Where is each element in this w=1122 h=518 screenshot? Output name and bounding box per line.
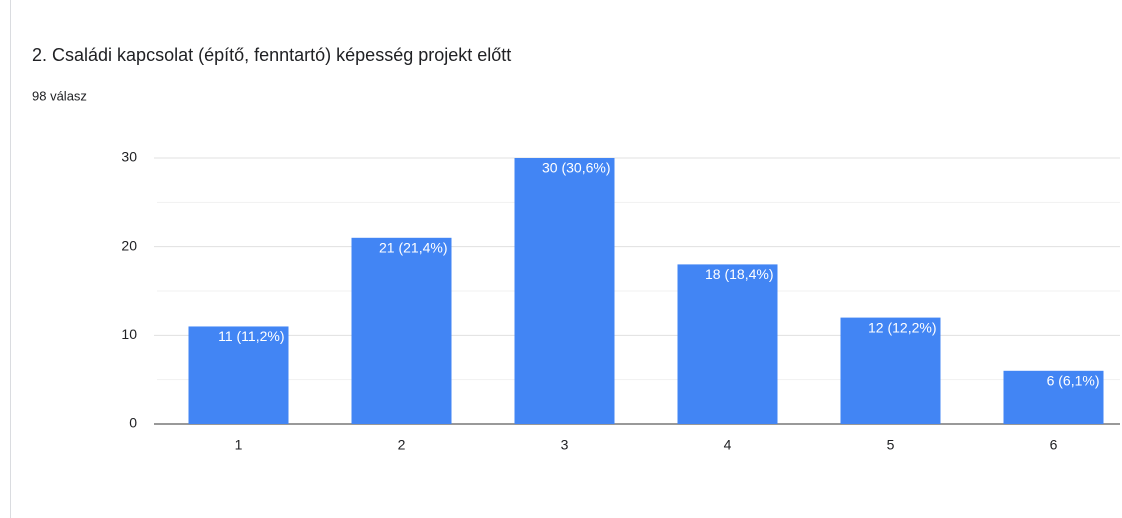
- data-label: 18 (18,4%): [705, 266, 773, 282]
- data-label: 12 (12,2%): [868, 319, 936, 335]
- bar: [188, 326, 289, 424]
- data-label: 11 (11,2%): [218, 328, 284, 344]
- y-tick-label: 30: [121, 149, 137, 165]
- chart-subtitle: 98 válasz: [32, 88, 87, 103]
- y-tick-label: 10: [121, 326, 137, 342]
- bar: [1003, 370, 1104, 424]
- data-label: 6 (6,1%): [1047, 373, 1100, 389]
- x-tick-label: 4: [724, 437, 732, 453]
- data-label: 21 (21,4%): [379, 240, 447, 256]
- x-tick-label: 1: [235, 437, 243, 453]
- bar: [351, 237, 452, 424]
- data-label: 30 (30,6%): [542, 160, 610, 176]
- x-tick-label: 2: [398, 437, 406, 453]
- x-tick-label: 3: [561, 437, 569, 453]
- y-tick-label: 20: [121, 237, 137, 253]
- y-tick-label: 0: [129, 415, 137, 431]
- bar: [514, 158, 615, 424]
- chart-title: 2. Családi kapcsolat (építő, fenntartó) …: [32, 45, 511, 65]
- x-tick-label: 5: [887, 437, 895, 453]
- x-tick-label: 6: [1050, 437, 1058, 453]
- bar: [840, 317, 941, 424]
- bar: [677, 264, 778, 424]
